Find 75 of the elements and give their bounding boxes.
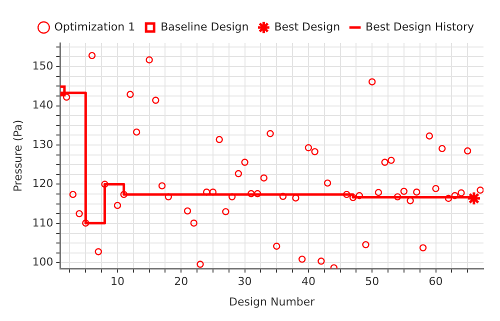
point xyxy=(298,256,306,263)
point xyxy=(273,242,280,250)
point xyxy=(426,132,433,140)
x-tick-label: 30 xyxy=(238,275,252,288)
point xyxy=(343,190,350,198)
point xyxy=(184,207,192,215)
point xyxy=(146,56,153,64)
point xyxy=(120,190,128,198)
point xyxy=(279,192,287,200)
point xyxy=(324,179,332,187)
point xyxy=(438,144,446,152)
point xyxy=(413,188,420,196)
point xyxy=(126,90,134,98)
point xyxy=(76,210,83,218)
point xyxy=(241,158,248,166)
point xyxy=(69,190,77,198)
point xyxy=(311,148,318,156)
point xyxy=(368,78,376,86)
point xyxy=(419,244,427,252)
x-axis-title: Design Number xyxy=(229,295,316,308)
point xyxy=(356,192,363,200)
point xyxy=(444,194,452,202)
point xyxy=(62,94,70,101)
point xyxy=(476,186,484,194)
x-tick-label: 60 xyxy=(428,275,443,288)
point xyxy=(94,248,102,256)
x-tick-label: 20 xyxy=(174,275,188,288)
point xyxy=(203,188,210,196)
point xyxy=(234,170,242,178)
y-tick-label: 150 xyxy=(32,59,54,72)
point xyxy=(260,174,268,182)
legend-label: Best Design xyxy=(274,20,340,34)
point xyxy=(349,194,357,202)
point xyxy=(132,128,140,136)
y-tick-label: 110 xyxy=(32,216,54,230)
x-tick-label: 50 xyxy=(365,275,380,288)
y-tick-label: 100 xyxy=(32,256,54,269)
point xyxy=(152,96,160,104)
point xyxy=(362,241,370,248)
point xyxy=(400,188,408,195)
point xyxy=(432,184,440,192)
point xyxy=(254,190,262,198)
point xyxy=(228,193,236,200)
point xyxy=(158,182,166,190)
point xyxy=(190,219,198,227)
point xyxy=(82,219,90,227)
point xyxy=(388,156,395,164)
point xyxy=(381,158,388,166)
point xyxy=(318,258,325,265)
point xyxy=(466,191,482,206)
point xyxy=(216,136,223,144)
point xyxy=(248,190,255,198)
point xyxy=(304,144,312,152)
x-tick-label: 40 xyxy=(301,275,316,288)
point xyxy=(451,192,458,200)
point xyxy=(222,208,230,216)
point xyxy=(101,180,108,188)
point xyxy=(196,260,204,268)
y-axis-title: Pressure (Pa) xyxy=(11,120,24,192)
point xyxy=(394,193,402,200)
point xyxy=(88,52,96,60)
legend-label: Baseline Design xyxy=(160,20,249,34)
point xyxy=(458,189,465,196)
point xyxy=(266,130,274,138)
y-tick-label: 140 xyxy=(32,98,54,112)
point xyxy=(164,193,172,200)
y-tick-label: 130 xyxy=(32,138,54,151)
legend-label: Best Design History xyxy=(366,20,474,34)
y-tick-label: 120 xyxy=(32,177,54,190)
point xyxy=(464,147,472,154)
legend-label: Optimization 1 xyxy=(54,20,136,34)
point xyxy=(114,202,122,210)
x-tick-label: 10 xyxy=(110,275,124,288)
point xyxy=(209,188,217,196)
point xyxy=(374,188,382,196)
